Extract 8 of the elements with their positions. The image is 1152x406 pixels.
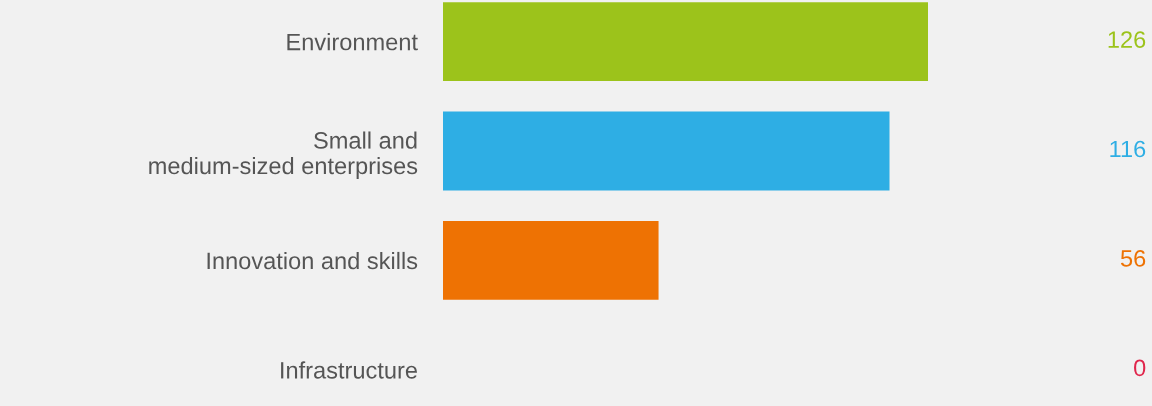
data-label: 56 [1120,250,1146,267]
y-tick-label: Infrastructure [281,361,417,379]
y-tick-label: Innovation and skills [207,251,418,270]
data-label: 126 [1108,31,1146,48]
y-tick-label: Environment [287,33,418,51]
data-label: 0 [1134,359,1146,377]
data-label: 116 [1110,140,1146,158]
y-tick-label: Small and medium-sized enterprises [149,131,418,179]
